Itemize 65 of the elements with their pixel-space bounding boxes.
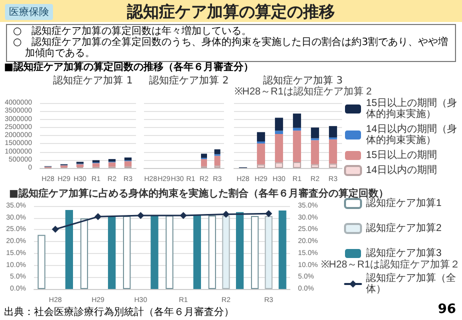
bar — [256, 132, 266, 142]
bar — [38, 234, 46, 289]
legend-label: 認知症ケア加算（全体） — [366, 272, 456, 295]
text: ※H28～R1は認知症ケア加算２ — [320, 258, 460, 270]
legend-label: 15日以上の期間 — [366, 149, 438, 161]
text: 医療保険 — [5, 4, 53, 20]
bar — [292, 114, 302, 128]
bar — [108, 159, 116, 162]
legend-label: 認知症ケア加算2 — [366, 222, 442, 234]
legend-label: 15日以上の期間（身体的拘束実施） — [366, 97, 458, 120]
chart-title: ■認知症ケア加算に占める身体的拘束を実施した割合（各年６月審査分の算定回数） — [9, 188, 388, 200]
bar — [328, 126, 338, 138]
bar — [292, 130, 302, 162]
bar — [193, 215, 201, 289]
legend-label: 認知症ケア加算3 — [366, 247, 442, 259]
bar — [201, 154, 207, 158]
legend-label: 14日以内の期間（身体的拘束実施） — [366, 123, 458, 146]
bar — [214, 156, 220, 166]
text: 認知症ケア加算の算定の推移 — [127, 2, 335, 21]
point — [137, 212, 144, 219]
bar — [256, 143, 266, 164]
bar — [222, 215, 230, 289]
chart-subtitle: ※H28～R1は認知症ケア加算 2 — [234, 86, 372, 98]
bar — [166, 215, 174, 289]
bar — [92, 163, 100, 167]
chart-title: 認知症ケア加算 3 — [263, 74, 343, 86]
text: ○ 認知症ケア加算の算定回数は年々増加している。 — [13, 26, 253, 37]
bar — [274, 118, 284, 131]
bar — [310, 140, 320, 164]
point — [94, 213, 102, 220]
bar — [214, 149, 220, 154]
bar — [124, 157, 132, 160]
text: 96 — [438, 302, 456, 317]
bar — [328, 164, 338, 168]
bar — [310, 164, 320, 168]
bar — [65, 210, 73, 289]
point — [52, 226, 59, 233]
text: ■認知症ケア加算の算定回数の推移（各年６月審査分） — [4, 60, 254, 74]
point — [180, 212, 187, 219]
bar — [123, 216, 131, 289]
bar — [208, 215, 216, 289]
bar — [292, 162, 302, 168]
bar — [236, 212, 244, 289]
bar — [328, 139, 338, 164]
bar — [256, 164, 266, 168]
text: ○ 認知症ケア加算の全算定回数のうち、身体的拘束を実施した日の割合は約3割であり、やや増加傾向である。 — [13, 37, 449, 59]
bar — [274, 130, 284, 134]
bar — [251, 216, 259, 289]
bar — [150, 215, 158, 289]
bar — [80, 218, 88, 289]
bar — [201, 159, 207, 166]
bar — [264, 216, 273, 289]
bar — [274, 134, 284, 162]
bar — [310, 128, 320, 138]
bar — [124, 161, 132, 166]
point — [265, 210, 272, 218]
legend-label: 認知症ケア加算1 — [366, 197, 442, 209]
bar — [108, 216, 116, 289]
chart-title: 認知症ケア加算 1 — [53, 74, 133, 86]
bar — [278, 210, 286, 289]
chart-title: 認知症ケア加算 2 — [149, 74, 229, 86]
legend-label: 14日以内の期間 — [366, 164, 438, 176]
source-note: 出典：社会医療診療行為別統計（各年６月審査分） — [4, 306, 234, 319]
point — [222, 210, 230, 218]
bar — [274, 162, 284, 168]
